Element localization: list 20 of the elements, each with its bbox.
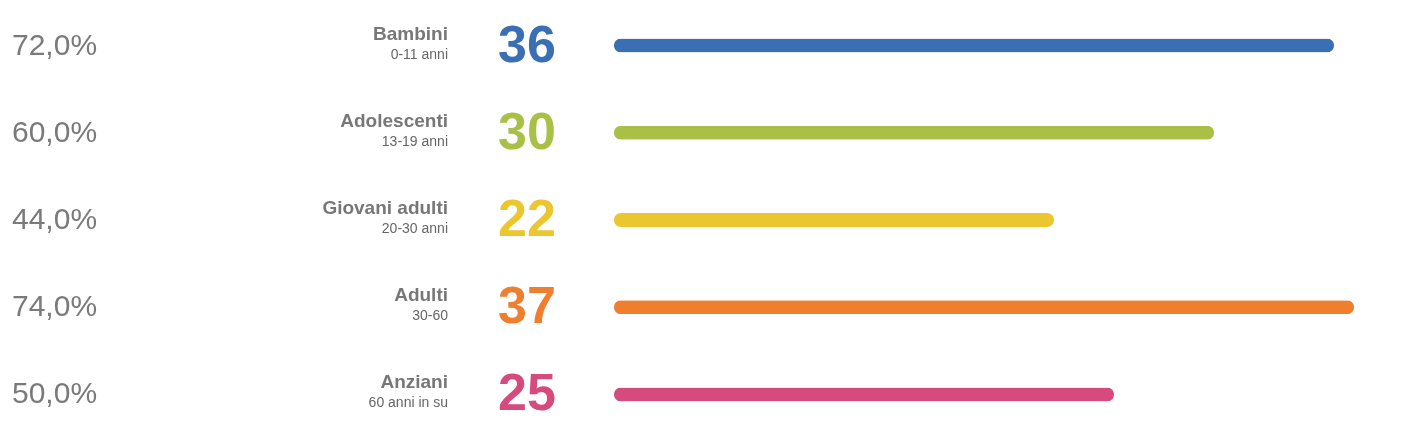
bar: [614, 125, 1214, 140]
category-label: Adulti 30-60: [394, 284, 448, 324]
bar: [614, 387, 1114, 402]
data-label: 22: [498, 189, 556, 247]
bar: [614, 38, 1334, 53]
bar: [614, 300, 1354, 315]
text: 50,0%: [12, 376, 98, 410]
category-label: Giovani adulti 20-30 anni: [322, 197, 448, 236]
category-label: Anziani 60 anni in su: [368, 371, 448, 411]
text: 72,0%: [12, 27, 98, 61]
data-label: 36: [498, 14, 556, 73]
category-label: Adolescenti 13-19 anni: [340, 109, 448, 149]
data-label: 25: [498, 363, 556, 422]
data-label: 37: [498, 276, 556, 335]
bar: [614, 213, 1054, 227]
text: 60,0%: [12, 114, 98, 148]
text: 74,0%: [12, 289, 98, 323]
category-label: Bambini 0-11 anni: [373, 22, 448, 62]
text: 44,0%: [12, 202, 98, 235]
data-label: 30: [498, 101, 556, 160]
